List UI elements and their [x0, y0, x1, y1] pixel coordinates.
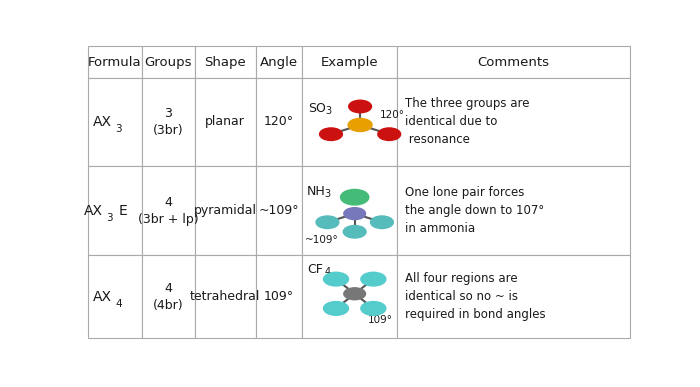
Text: Groups: Groups [145, 56, 192, 68]
Bar [397, 166, 630, 255]
Text: planar: planar [205, 115, 245, 128]
Text: All four regions are
identical so no ~ is
required in bond angles: All four regions are identical so no ~ i… [405, 272, 545, 321]
Circle shape [323, 272, 349, 286]
Text: 109°: 109° [368, 315, 393, 325]
Text: AX: AX [93, 115, 112, 129]
Text: 3: 3 [325, 188, 330, 199]
Bar [88, 255, 141, 339]
Circle shape [320, 128, 342, 140]
Bar [88, 46, 141, 78]
Bar [256, 78, 302, 166]
Circle shape [344, 208, 365, 219]
Text: 3: 3 [116, 125, 122, 134]
Text: 120°: 120° [264, 115, 294, 128]
Bar [256, 46, 302, 78]
Bar [256, 255, 302, 339]
Bar [397, 255, 630, 339]
Circle shape [343, 226, 366, 238]
Bar [302, 166, 397, 255]
Text: 3
(3br): 3 (3br) [153, 107, 183, 137]
Text: SO: SO [308, 102, 326, 115]
Text: pyramidal: pyramidal [194, 204, 257, 217]
Circle shape [361, 272, 386, 286]
Bar [302, 78, 397, 166]
Text: Shape: Shape [204, 56, 246, 68]
Text: 4: 4 [325, 267, 330, 277]
Text: The three groups are
identical due to
 resonance: The three groups are identical due to re… [405, 98, 529, 147]
Bar [302, 46, 397, 78]
Text: 120°: 120° [380, 110, 405, 120]
Bar [141, 78, 195, 166]
Circle shape [378, 128, 400, 140]
Bar [141, 46, 195, 78]
Text: Angle: Angle [260, 56, 298, 68]
Bar [397, 46, 630, 78]
Circle shape [316, 216, 339, 228]
Circle shape [349, 100, 372, 113]
Bar [88, 78, 141, 166]
Text: 3: 3 [106, 213, 113, 223]
Text: One lone pair forces
the angle down to 107°
in ammonia: One lone pair forces the angle down to 1… [405, 186, 544, 235]
Text: NH: NH [307, 185, 326, 198]
Bar [256, 166, 302, 255]
Bar [195, 255, 256, 339]
Bar [195, 46, 256, 78]
Text: ~109°: ~109° [258, 204, 299, 217]
Circle shape [348, 118, 372, 132]
Text: 3: 3 [326, 106, 332, 116]
Text: CF: CF [307, 264, 323, 276]
Circle shape [361, 301, 386, 315]
Bar [397, 78, 630, 166]
Text: AX: AX [93, 290, 112, 304]
Bar [141, 166, 195, 255]
Bar [195, 166, 256, 255]
Text: 4
(4br): 4 (4br) [153, 282, 183, 312]
Text: Comments: Comments [477, 56, 550, 68]
Text: ~109°: ~109° [304, 235, 338, 245]
Bar [302, 255, 397, 339]
Text: AX: AX [84, 204, 103, 217]
Text: 4
(3br + lp): 4 (3br + lp) [138, 196, 199, 226]
Bar [88, 166, 141, 255]
Text: E: E [118, 204, 127, 217]
Text: tetrahedral: tetrahedral [190, 290, 260, 303]
Circle shape [370, 216, 393, 228]
Bar [195, 78, 256, 166]
Circle shape [323, 301, 349, 315]
Text: Example: Example [321, 56, 378, 68]
Text: Formula: Formula [88, 56, 141, 68]
Circle shape [341, 190, 369, 205]
Bar [141, 255, 195, 339]
Text: 109°: 109° [264, 290, 294, 303]
Circle shape [344, 288, 365, 300]
Text: 4: 4 [116, 299, 122, 309]
